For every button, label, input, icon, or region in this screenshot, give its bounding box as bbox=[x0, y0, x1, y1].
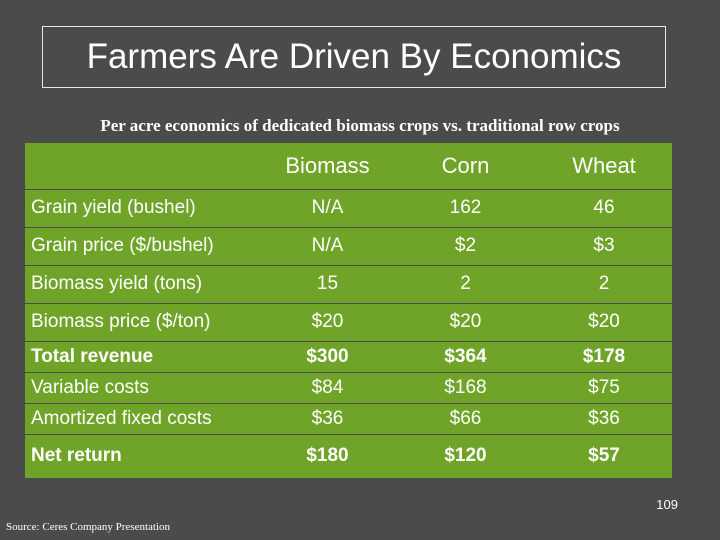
table-row: Net return $180 $120 $57 bbox=[25, 434, 672, 479]
cell-corn: $20 bbox=[395, 303, 536, 342]
cell-wheat: $178 bbox=[536, 341, 672, 373]
table-row: Biomass yield (tons) 15 2 2 bbox=[25, 265, 672, 304]
cell-wheat: 46 bbox=[536, 189, 672, 228]
cell-biomass: 15 bbox=[260, 265, 395, 304]
cell-corn: $2 bbox=[395, 227, 536, 266]
slide-title-text: Farmers Are Driven By Economics bbox=[86, 37, 622, 76]
table-header-row: Biomass Corn Wheat bbox=[25, 143, 672, 190]
page-number: 109 bbox=[656, 497, 678, 512]
row-label: Grain yield (bushel) bbox=[25, 189, 260, 228]
cell-biomass: N/A bbox=[260, 227, 395, 266]
header-cell-biomass: Biomass bbox=[260, 143, 395, 190]
cell-wheat: $20 bbox=[536, 303, 672, 342]
cell-corn: 2 bbox=[395, 265, 536, 304]
row-label: Biomass price ($/ton) bbox=[25, 303, 260, 342]
table-row: Total revenue $300 $364 $178 bbox=[25, 341, 672, 373]
cell-biomass: $20 bbox=[260, 303, 395, 342]
source-note: Source: Ceres Company Presentation bbox=[6, 521, 171, 533]
slide-title: Farmers Are Driven By Economics bbox=[42, 26, 666, 88]
table-row: Grain price ($/bushel) N/A $2 $3 bbox=[25, 227, 672, 266]
header-cell-corn: Corn bbox=[395, 143, 536, 190]
row-label: Amortized fixed costs bbox=[25, 403, 260, 435]
cell-wheat: $36 bbox=[536, 403, 672, 435]
cell-biomass: $180 bbox=[260, 434, 395, 479]
table-row: Grain yield (bushel) N/A 162 46 bbox=[25, 189, 672, 228]
cell-biomass: $84 bbox=[260, 372, 395, 404]
cell-wheat: 2 bbox=[536, 265, 672, 304]
cell-biomass: $36 bbox=[260, 403, 395, 435]
header-cell-wheat: Wheat bbox=[536, 143, 672, 190]
cell-corn: $66 bbox=[395, 403, 536, 435]
table-row: Variable costs $84 $168 $75 bbox=[25, 372, 672, 404]
cell-biomass: $300 bbox=[260, 341, 395, 373]
cell-corn: $120 bbox=[395, 434, 536, 479]
economics-table: Biomass Corn Wheat Grain yield (bushel) … bbox=[25, 143, 672, 479]
cell-wheat: $3 bbox=[536, 227, 672, 266]
cell-corn: $168 bbox=[395, 372, 536, 404]
row-label: Biomass yield (tons) bbox=[25, 265, 260, 304]
row-label: Net return bbox=[25, 434, 260, 479]
row-label: Variable costs bbox=[25, 372, 260, 404]
cell-wheat: $57 bbox=[536, 434, 672, 479]
table-row: Biomass price ($/ton) $20 $20 $20 bbox=[25, 303, 672, 342]
cell-corn: 162 bbox=[395, 189, 536, 228]
row-label: Total revenue bbox=[25, 341, 260, 373]
table-row: Amortized fixed costs $36 $66 $36 bbox=[25, 403, 672, 435]
cell-biomass: N/A bbox=[260, 189, 395, 228]
cell-wheat: $75 bbox=[536, 372, 672, 404]
header-cell-empty bbox=[25, 143, 260, 190]
cell-corn: $364 bbox=[395, 341, 536, 373]
slide-subtitle: Per acre economics of dedicated biomass … bbox=[100, 116, 620, 135]
row-label: Grain price ($/bushel) bbox=[25, 227, 260, 266]
